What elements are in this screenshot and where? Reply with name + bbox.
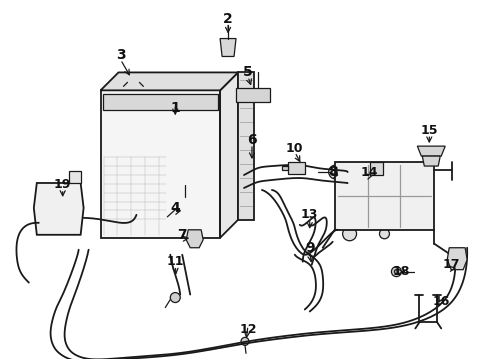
Circle shape (394, 270, 398, 274)
Text: 6: 6 (247, 133, 257, 147)
Text: 5: 5 (243, 66, 253, 80)
Text: 16: 16 (433, 295, 450, 308)
Polygon shape (220, 72, 238, 238)
Circle shape (343, 227, 357, 241)
Text: 7: 7 (177, 228, 187, 242)
Text: 13: 13 (301, 208, 318, 221)
Text: 15: 15 (420, 124, 438, 137)
Text: 17: 17 (442, 258, 460, 271)
Circle shape (329, 165, 343, 179)
Polygon shape (422, 156, 440, 166)
Polygon shape (288, 162, 305, 174)
Polygon shape (102, 94, 218, 110)
Circle shape (171, 293, 180, 302)
Text: 2: 2 (223, 12, 233, 26)
Text: 4: 4 (171, 201, 180, 215)
Circle shape (111, 98, 119, 106)
Polygon shape (100, 72, 238, 90)
Circle shape (379, 229, 390, 239)
Circle shape (177, 197, 193, 213)
Text: 9: 9 (305, 241, 315, 255)
Text: 19: 19 (54, 179, 72, 192)
Polygon shape (417, 146, 445, 156)
Text: 14: 14 (361, 166, 378, 179)
Polygon shape (335, 162, 434, 230)
Polygon shape (236, 88, 270, 102)
Polygon shape (238, 72, 254, 220)
Text: 12: 12 (239, 323, 257, 336)
Polygon shape (69, 171, 81, 183)
Polygon shape (220, 39, 236, 57)
Text: 11: 11 (167, 255, 184, 268)
Polygon shape (34, 183, 84, 235)
Text: 10: 10 (286, 141, 304, 155)
Text: 18: 18 (392, 265, 410, 278)
Circle shape (392, 267, 401, 276)
Circle shape (202, 98, 210, 106)
Text: 8: 8 (328, 165, 338, 179)
Polygon shape (369, 162, 384, 175)
Polygon shape (447, 248, 467, 270)
Polygon shape (100, 90, 220, 238)
Polygon shape (186, 230, 203, 248)
Circle shape (241, 337, 249, 345)
Text: 3: 3 (116, 49, 125, 63)
Text: 1: 1 (171, 101, 180, 115)
Polygon shape (282, 166, 288, 170)
Circle shape (127, 76, 140, 88)
